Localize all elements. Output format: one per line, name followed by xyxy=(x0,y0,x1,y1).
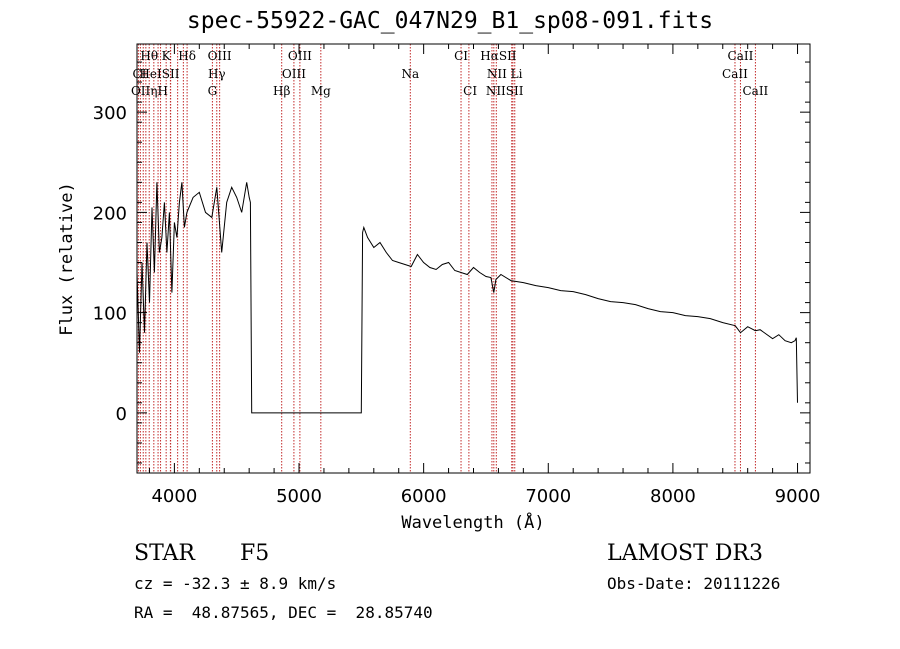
axis-ticks: 4000 5000 6000 7000 8000 9000 0 100 200 300 xyxy=(93,44,821,507)
spectral-line-label: NII Li xyxy=(487,67,523,81)
spectral-line-label: G xyxy=(208,84,218,98)
spectral-line-label: HeISII xyxy=(139,67,179,81)
y-tick-label: 300 xyxy=(93,103,127,124)
spectral-line-label: CI xyxy=(454,49,468,63)
spectral-line-label: HαSII xyxy=(480,49,517,63)
x-tick-label: 8000 xyxy=(650,486,696,507)
x-tick-label: 5000 xyxy=(276,486,322,507)
spectral-line-label: Hγ xyxy=(208,67,226,81)
y-tick-label: 200 xyxy=(93,203,127,224)
coordinates-text: RA = 48.87565, DEC = 28.85740 xyxy=(134,603,433,622)
spectral-line-label: Hθ xyxy=(140,49,158,63)
spectral-line-label: Hβ xyxy=(273,84,290,98)
chart-title: spec-55922-GAC_047N29_B1_sp08-091.fits xyxy=(186,8,714,34)
spectral-line-label: CaII xyxy=(742,84,768,98)
spectral-line-label: K xyxy=(162,49,172,63)
line-markers xyxy=(137,44,756,473)
spectral-line-label: Hδ xyxy=(178,49,196,63)
x-tick-label: 6000 xyxy=(401,486,447,507)
spectral-line-label: OIII xyxy=(282,67,306,81)
spectral-line-label: CaII xyxy=(722,67,748,81)
spectral-line-label: OIII xyxy=(208,49,232,63)
spectral-line-label: NIISII xyxy=(486,84,524,98)
spectral-line-label: Mg xyxy=(311,84,331,98)
plot-frame xyxy=(136,43,811,474)
flux-series-line xyxy=(136,182,798,414)
redshift-text: cz = -32.3 ± 8.9 km/s xyxy=(134,574,337,593)
y-axis-label: Flux (relative) xyxy=(57,182,77,336)
spectral-line-label: CaII xyxy=(728,49,754,63)
spectral-line-label: CI xyxy=(463,84,477,98)
spectral-line-label: CI xyxy=(133,67,147,81)
y-tick-label: 0 xyxy=(116,404,127,425)
spectral-line-label: OIIηH xyxy=(131,84,168,98)
object-class: STAR xyxy=(134,541,195,566)
observation-date: Obs-Date: 20111226 xyxy=(607,574,781,593)
x-tick-label: 9000 xyxy=(775,486,821,507)
x-tick-label: 4000 xyxy=(151,486,197,507)
survey-name: LAMOST DR3 xyxy=(607,541,763,566)
object-subclass: F5 xyxy=(240,541,270,566)
x-axis-label: Wavelength (Å) xyxy=(401,511,544,533)
spectral-line-label: Na xyxy=(401,67,419,81)
x-tick-label: 7000 xyxy=(525,486,571,507)
spectral-line-label: OIII xyxy=(288,49,312,63)
y-tick-label: 100 xyxy=(93,304,127,325)
